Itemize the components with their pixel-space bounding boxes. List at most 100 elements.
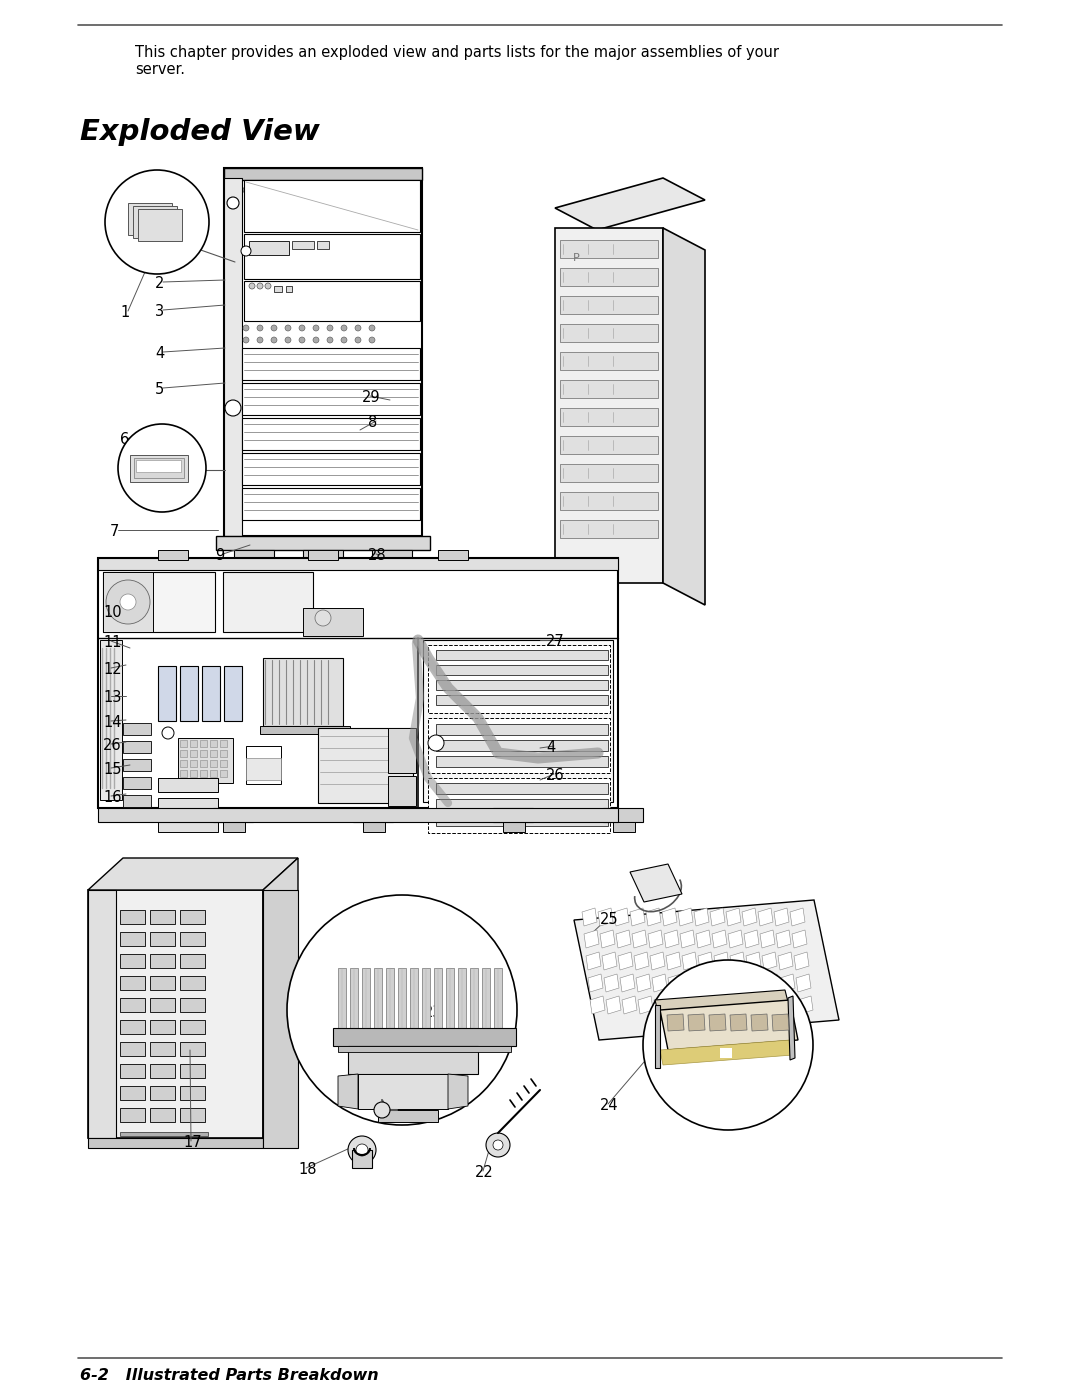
Polygon shape [694,908,708,926]
Circle shape [313,326,319,331]
Bar [150,1020,175,1034]
Circle shape [243,337,249,344]
Bar [561,436,658,454]
Bar [103,571,153,631]
Polygon shape [422,968,430,1028]
Bar [87,890,264,1139]
Bar [158,778,218,792]
Bar [561,352,658,370]
Polygon shape [778,951,793,970]
Circle shape [299,326,305,331]
Bar [216,536,430,550]
Polygon shape [710,908,725,926]
Bar [555,228,663,583]
Polygon shape [646,908,661,926]
Polygon shape [654,990,789,1020]
Polygon shape [573,900,839,1039]
Bar [123,759,151,771]
Polygon shape [700,974,715,992]
Polygon shape [698,951,713,970]
Bar [260,726,350,733]
Polygon shape [448,1074,468,1109]
Polygon shape [638,996,653,1014]
Text: 11: 11 [103,636,121,650]
Polygon shape [708,1014,726,1031]
Polygon shape [792,930,807,949]
Text: 18: 18 [298,1162,316,1178]
Polygon shape [681,951,697,970]
Bar [210,770,217,777]
Polygon shape [714,951,729,970]
Polygon shape [446,968,454,1028]
Bar [98,557,618,570]
Circle shape [257,326,264,331]
Circle shape [348,187,352,193]
Bar [436,799,608,810]
Polygon shape [746,951,761,970]
Bar [436,694,608,705]
Text: 25: 25 [600,912,619,928]
Polygon shape [667,1014,684,1031]
Polygon shape [751,1014,768,1031]
Polygon shape [670,996,685,1014]
Bar [561,324,658,342]
Polygon shape [350,968,357,1028]
Bar [436,782,608,793]
Polygon shape [604,974,619,992]
Polygon shape [129,203,172,235]
Bar [338,1046,511,1052]
Bar [242,383,420,415]
Bar [561,380,658,398]
Polygon shape [632,930,647,949]
Bar [180,760,187,767]
Bar [123,795,151,807]
Text: 3: 3 [156,305,164,319]
Text: 6-2   Illustrated Parts Breakdown: 6-2 Illustrated Parts Breakdown [80,1368,379,1383]
Circle shape [341,326,347,331]
Bar [120,954,145,968]
Polygon shape [660,1039,793,1065]
Circle shape [105,170,210,274]
Polygon shape [702,996,717,1014]
Bar [492,807,534,821]
Polygon shape [634,951,649,970]
Polygon shape [796,974,811,992]
Text: 23: 23 [424,1004,443,1020]
Polygon shape [650,951,665,970]
Bar [242,453,420,485]
Bar [436,650,608,659]
Polygon shape [782,996,797,1014]
Polygon shape [669,974,683,992]
Bar [308,550,338,560]
Circle shape [264,187,269,193]
Bar [120,1085,145,1099]
Bar [234,550,274,562]
Polygon shape [662,908,677,926]
Polygon shape [716,974,731,992]
Polygon shape [582,908,597,926]
Text: 14: 14 [103,715,121,731]
Polygon shape [602,951,617,970]
Polygon shape [130,455,188,482]
Bar [123,777,151,789]
Bar [200,770,207,777]
Circle shape [355,326,361,331]
Bar [158,666,176,721]
Bar [242,488,420,520]
Text: 19: 19 [395,1090,414,1105]
Bar [180,740,187,747]
Circle shape [324,187,328,193]
Polygon shape [630,863,681,902]
Polygon shape [399,968,406,1028]
Bar [561,268,658,286]
Text: 13: 13 [103,690,121,705]
Bar [318,242,329,249]
Text: 4: 4 [546,740,555,754]
Bar [120,1132,208,1136]
Circle shape [285,326,291,331]
Polygon shape [374,968,382,1028]
Circle shape [341,337,347,344]
Circle shape [372,187,377,193]
Bar [378,1111,438,1122]
Polygon shape [764,974,779,992]
